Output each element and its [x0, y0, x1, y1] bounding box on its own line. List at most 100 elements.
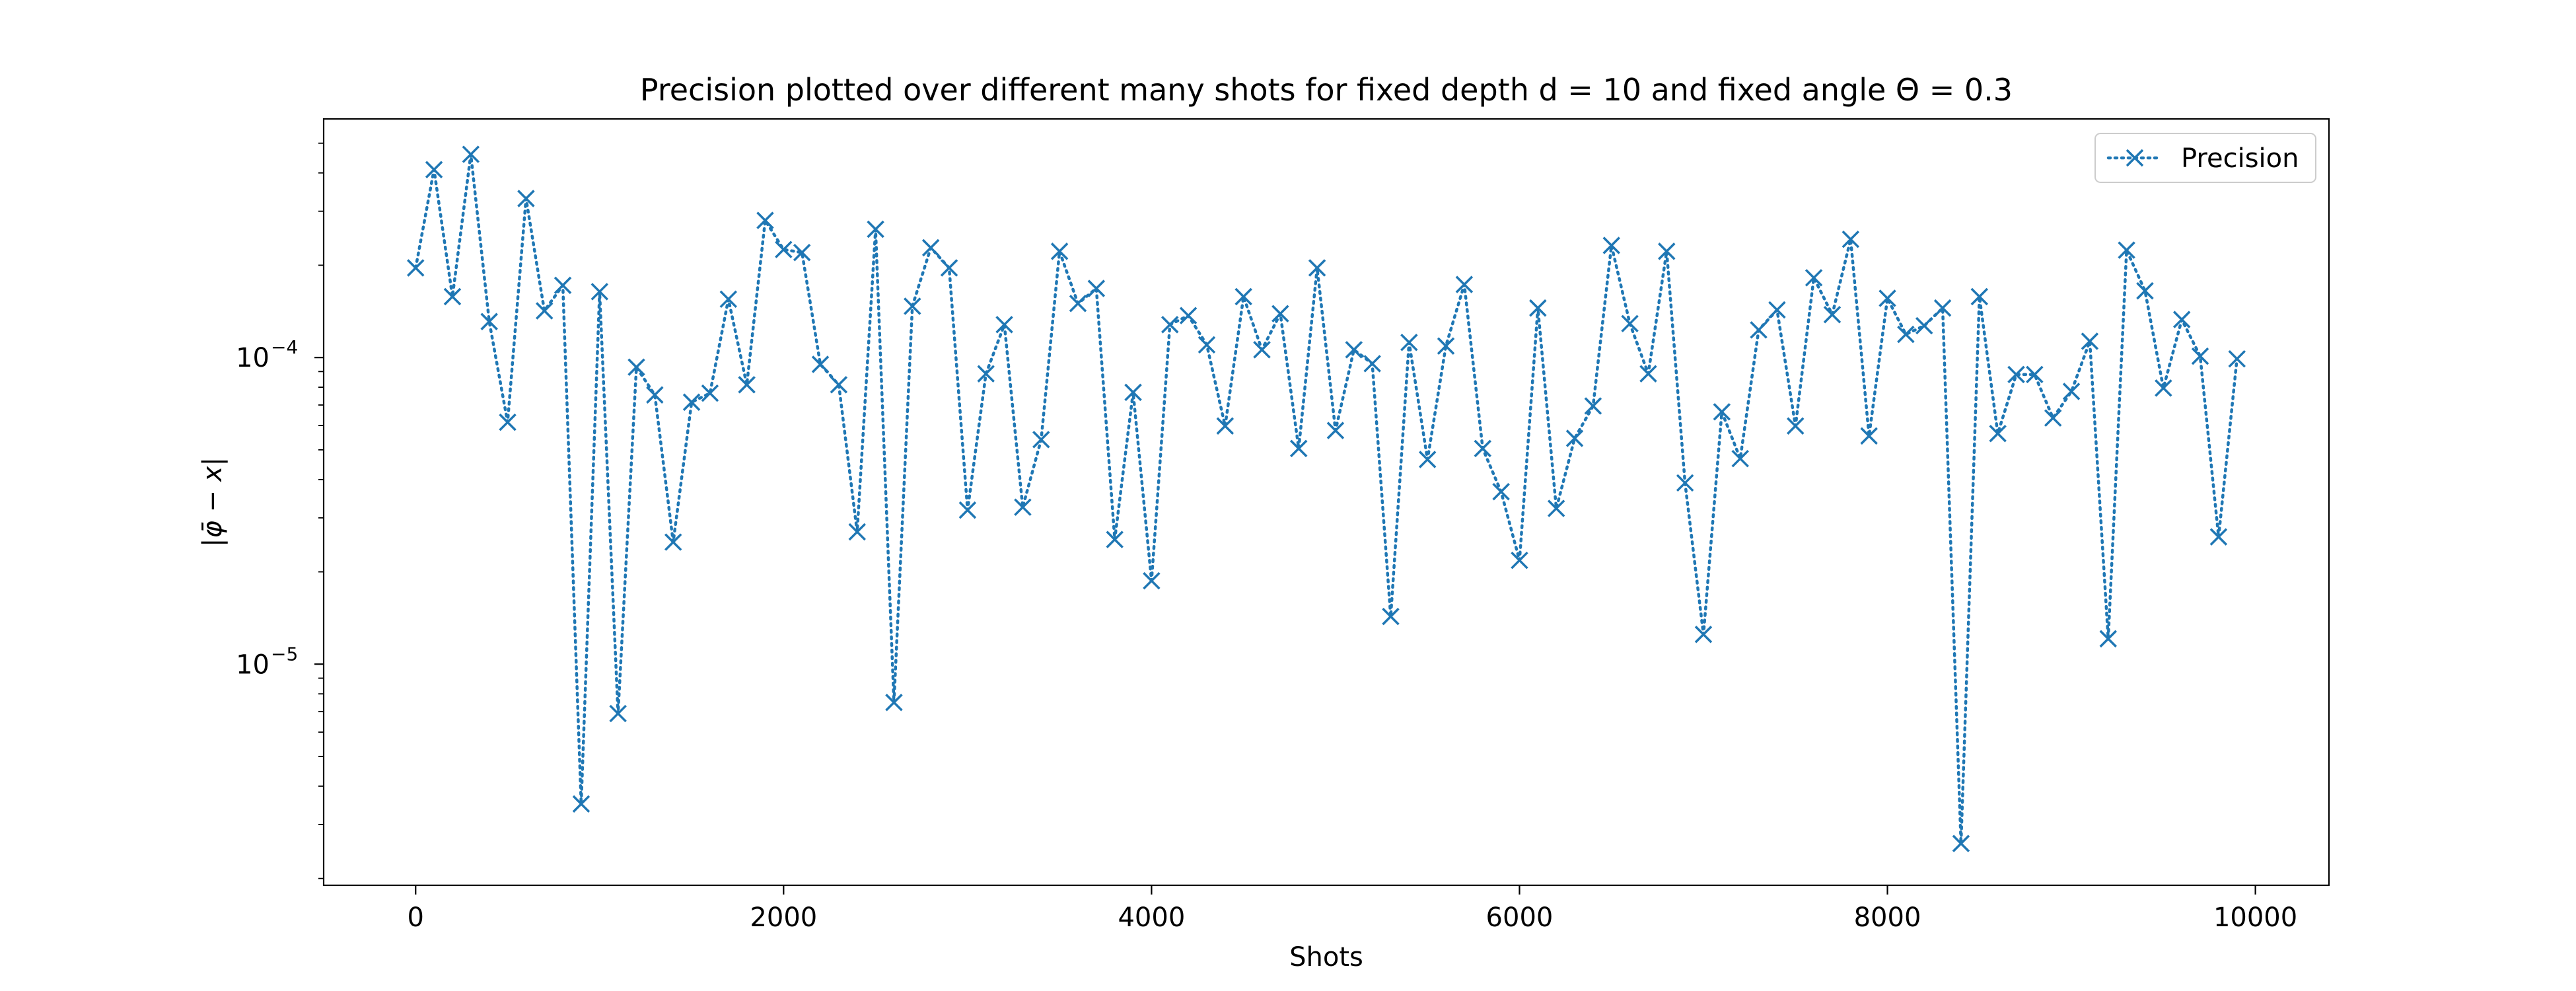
- data-point-marker: [2228, 349, 2246, 368]
- x-tick-label: 8000: [1854, 902, 1921, 933]
- data-point-marker: [536, 302, 554, 320]
- data-point-marker: [2191, 347, 2209, 365]
- data-point-marker: [940, 259, 958, 277]
- data-point-marker: [609, 704, 627, 723]
- data-point-marker: [904, 297, 921, 315]
- data-point-marker: [1474, 439, 1491, 458]
- data-point-marker: [1768, 301, 1786, 319]
- data-point-marker: [480, 312, 498, 330]
- data-point-marker: [1437, 337, 1455, 355]
- data-point-marker: [1455, 275, 1474, 293]
- data-point-marker: [425, 161, 443, 178]
- data-point-marker: [1106, 531, 1124, 548]
- chart-title: Precision plotted over different many sh…: [640, 72, 2013, 108]
- data-point-marker: [2026, 365, 2044, 384]
- data-point-marker: [1823, 305, 1842, 324]
- x-tick-label: 10000: [2213, 902, 2297, 933]
- data-point-marker: [2155, 379, 2172, 397]
- data-point-marker: [1179, 307, 1198, 324]
- data-point-marker: [1989, 424, 2007, 443]
- data-point-marker: [793, 243, 811, 262]
- y-axis-label: |φ̄ − x|: [197, 457, 228, 547]
- y-tick-label: 10: [236, 343, 269, 373]
- data-point-marker: [1602, 237, 1620, 254]
- data-point-marker: [1308, 259, 1326, 277]
- x-tick-label: 4000: [1118, 902, 1185, 933]
- data-point-marker: [830, 376, 848, 394]
- data-point-marker: [1878, 289, 1896, 307]
- data-point-marker: [2209, 528, 2228, 546]
- data-point-marker: [885, 694, 903, 712]
- data-point-marker: [1418, 451, 1437, 468]
- data-point-marker: [2044, 409, 2062, 427]
- data-point-marker: [1676, 474, 1694, 492]
- data-point-marker: [1400, 334, 1418, 351]
- data-point-marker: [1087, 279, 1106, 297]
- x-axis: 0 2000 4000 6000 8000 10000: [408, 885, 2297, 933]
- data-point-marker: [2081, 332, 2099, 350]
- data-point-marker: [682, 393, 701, 412]
- data-point-marker: [590, 283, 609, 301]
- data-point-marker: [1234, 287, 1252, 306]
- data-point-marker: [1860, 427, 1878, 445]
- data-point-marker: [1731, 449, 1749, 468]
- data-point-marker: [1713, 403, 1731, 421]
- data-point-marker: [572, 795, 590, 813]
- x-axis-label: Shots: [1289, 942, 1363, 973]
- data-point-marker: [554, 276, 572, 295]
- data-point-marker: [1805, 269, 1823, 287]
- data-point-marker: [1216, 417, 1234, 435]
- data-point-marker: [1694, 626, 1713, 643]
- data-point-marker: [1014, 498, 1032, 516]
- data-point-marker: [1787, 417, 1805, 435]
- data-point-marker: [499, 413, 517, 431]
- series-line: [414, 153, 2238, 846]
- data-point-marker: [2136, 281, 2154, 300]
- data-point-marker: [738, 376, 756, 394]
- data-point-marker: [1069, 295, 1087, 312]
- data-point-marker: [701, 384, 719, 402]
- x-tick-label: 2000: [750, 902, 817, 933]
- data-point-marker: [1584, 397, 1602, 415]
- legend-label: Precision: [2181, 143, 2299, 174]
- y-axis-label-group: |φ̄ − x|: [197, 457, 228, 547]
- data-point-marker: [1511, 551, 1528, 569]
- data-point-marker: [756, 211, 774, 229]
- axes-frame: [322, 118, 2330, 887]
- y-tick-exponent: −4: [271, 336, 298, 358]
- data-point-marker: [1547, 499, 1565, 517]
- y-tick-exponent: −5: [271, 643, 298, 665]
- data-point-marker: [646, 386, 664, 404]
- data-point-marker: [958, 501, 977, 519]
- data-point-marker: [1124, 383, 1142, 402]
- legend: Precision: [2094, 133, 2316, 183]
- data-point-marker: [977, 365, 995, 383]
- data-point-marker: [1382, 607, 1400, 626]
- data-point-marker: [1933, 299, 1952, 317]
- data-point-marker: [1289, 439, 1308, 458]
- data-point-marker: [1492, 483, 1510, 501]
- data-point-marker: [2118, 241, 2135, 259]
- data-point-marker: [2172, 311, 2191, 328]
- data-point-marker: [848, 523, 866, 541]
- data-point-marker: [1143, 571, 1161, 590]
- data-point-marker: [443, 287, 462, 306]
- data-point-marker: [1271, 305, 1289, 323]
- data-point-marker: [1529, 299, 1547, 317]
- data-point-marker: [1750, 321, 1768, 339]
- data-point-marker: [1621, 314, 1639, 333]
- data-point-marker: [517, 190, 535, 207]
- y-tick-label: 10: [236, 649, 269, 680]
- data-point-marker: [1897, 325, 1915, 344]
- data-point-marker: [2007, 365, 2025, 384]
- data-point-marker: [1326, 422, 1345, 439]
- data-point-marker: [1032, 431, 1050, 449]
- data-point-marker: [1161, 316, 1179, 334]
- data-point-marker: [1345, 341, 1363, 359]
- data-point-marker: [1198, 336, 1216, 354]
- legend-marker: [2126, 149, 2144, 167]
- data-point-marker: [2099, 630, 2117, 648]
- data-point-marker: [811, 355, 830, 373]
- data-point-marker: [1970, 287, 1989, 306]
